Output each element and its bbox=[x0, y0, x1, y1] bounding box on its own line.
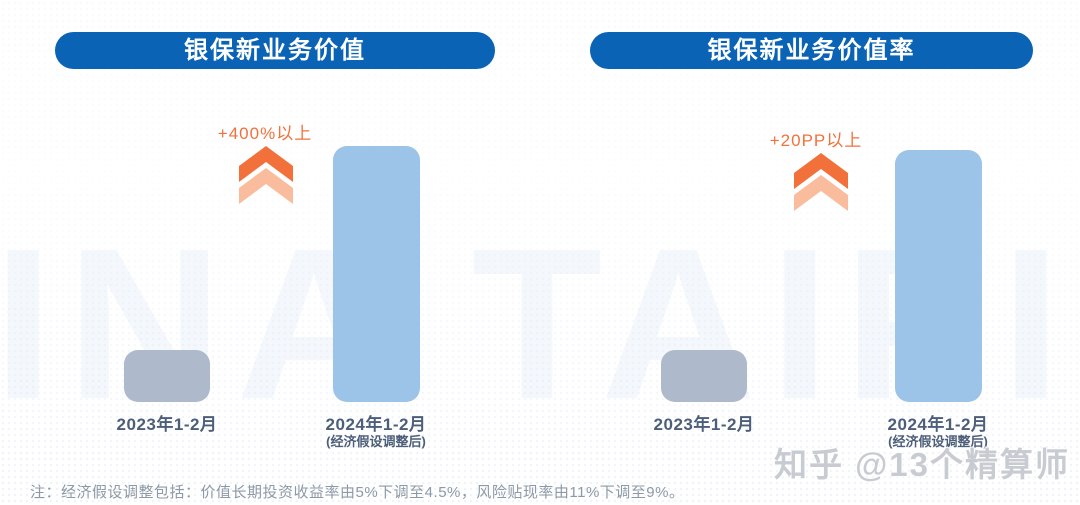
category-label-2023-nbv-margin: 2023年1-2月 bbox=[653, 415, 755, 434]
category-sublabel-2024-nbv: (经济假设调整后) bbox=[326, 434, 426, 449]
chart-title-nbv-margin: 银保新业务价值率 bbox=[590, 32, 1033, 69]
double-chevron-up-icon bbox=[794, 153, 848, 211]
growth-annotation-nbv-margin: +20PP以上 bbox=[769, 131, 863, 150]
bar-2024-nbv bbox=[333, 146, 420, 402]
category-label-2023-nbv: 2023年1-2月 bbox=[116, 415, 218, 434]
bar-2023-nbv-margin bbox=[661, 350, 747, 402]
category-label-2024-nbv: 2024年1-2月 bbox=[325, 415, 427, 434]
bar-2023-nbv bbox=[124, 350, 210, 402]
bar-2024-nbv-margin bbox=[895, 150, 982, 402]
chart-title-nbv: 银保新业务价值 bbox=[55, 32, 495, 69]
double-chevron-up-icon bbox=[239, 146, 293, 204]
category-sublabel-2024-nbv-margin: (经济假设调整后) bbox=[888, 434, 988, 449]
zhihu-watermark: 知乎 @13个精算师 bbox=[773, 446, 1070, 483]
footnote: 注：经济假设调整包括：价值长期投资收益率由5%下调至4.5%，风险贴现率由11%… bbox=[30, 484, 685, 501]
category-label-2024-nbv-margin: 2024年1-2月 bbox=[887, 415, 989, 434]
growth-annotation-nbv: +400%以上 bbox=[217, 124, 313, 143]
